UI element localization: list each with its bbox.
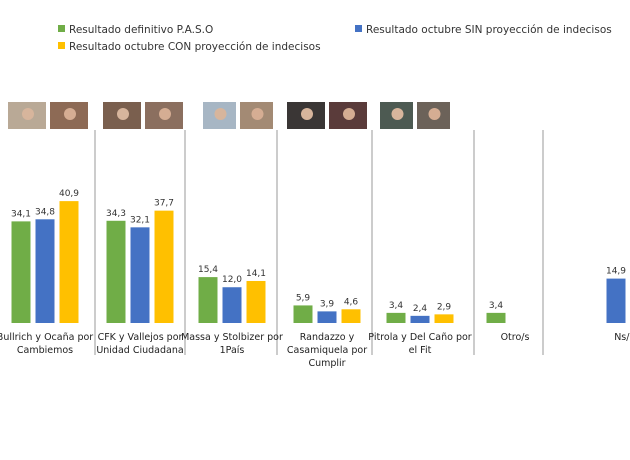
data-label: 3,9	[320, 299, 335, 309]
bar	[59, 201, 79, 323]
data-label: 3,4	[489, 301, 504, 311]
category-label: Pitrola y Del Caño por	[368, 332, 471, 343]
data-label: 34,1	[11, 209, 31, 219]
legend-label-sin: Resultado octubre SIN proyección de inde…	[366, 24, 612, 36]
bar	[106, 220, 126, 323]
data-label: 14,9	[606, 267, 626, 277]
candidate-photo	[287, 102, 367, 129]
candidate-photo	[8, 102, 88, 129]
candidate-photo	[203, 102, 273, 129]
category-label: Casamiquela por	[287, 345, 367, 356]
category-dividers	[94, 130, 544, 355]
bar	[198, 277, 218, 323]
bar	[11, 221, 31, 323]
category-label: Randazzo y	[300, 332, 355, 343]
category-label: Massa y Stolbizer por	[181, 332, 283, 343]
data-label: 2,9	[437, 302, 452, 312]
bar	[35, 219, 55, 323]
bar	[606, 278, 626, 323]
legend-swatch-con	[58, 42, 65, 49]
bar	[434, 314, 454, 323]
data-label: 32,1	[130, 215, 150, 225]
data-label: 34,8	[35, 207, 55, 217]
legend-label-paso: Resultado definitivo P.A.S.O	[69, 24, 213, 36]
bar	[386, 312, 406, 323]
bar	[410, 315, 430, 323]
category-label: Bullrich y Ocaña por	[0, 332, 93, 343]
data-label: 15,4	[198, 265, 218, 275]
data-label: 4,6	[344, 297, 359, 307]
category-label: 1País	[220, 345, 245, 356]
data-label: 40,9	[59, 189, 79, 199]
category-label: Cumplir	[308, 358, 345, 369]
bar	[222, 287, 242, 323]
legend-label-con: Resultado octubre CON proyección de inde…	[69, 41, 321, 53]
category-label: Ns/Nc	[614, 332, 630, 343]
category-label: CFK y Vallejos por	[98, 332, 183, 343]
category-label: Unidad Ciudadana	[96, 345, 183, 356]
bar	[317, 311, 337, 323]
category-labels: Bullrich y Ocaña por Cambiemos CFK y Valle…	[0, 332, 630, 369]
bar	[154, 210, 174, 323]
data-label: 2,4	[413, 304, 428, 314]
candidate-photo	[380, 102, 450, 129]
bar	[246, 280, 266, 323]
bar	[341, 309, 361, 323]
data-label: 14,1	[246, 269, 266, 279]
data-label: 12,0	[222, 275, 242, 285]
category-label: Cambiemos	[17, 345, 73, 356]
bar	[130, 227, 150, 323]
data-label: 3,4	[389, 301, 404, 311]
bars: 34,1 34,3 15,4 5,9 3,4 3,4 34,8 32,1 12,0 3,9 2,4 1…	[11, 189, 626, 323]
legend-swatch-sin	[355, 25, 362, 32]
candidate-photo	[103, 102, 183, 129]
bar	[293, 305, 313, 323]
legend: Resultado definitivo P.A.S.O Resultado o…	[58, 24, 612, 53]
data-label: 5,9	[296, 293, 311, 303]
category-label: Otro/s	[501, 332, 530, 343]
candidate-photos	[8, 102, 450, 129]
category-label: el Fit	[409, 345, 432, 356]
bar	[486, 312, 506, 323]
data-label: 34,3	[106, 209, 126, 219]
legend-swatch-paso	[58, 25, 65, 32]
data-label: 37,7	[154, 199, 174, 209]
